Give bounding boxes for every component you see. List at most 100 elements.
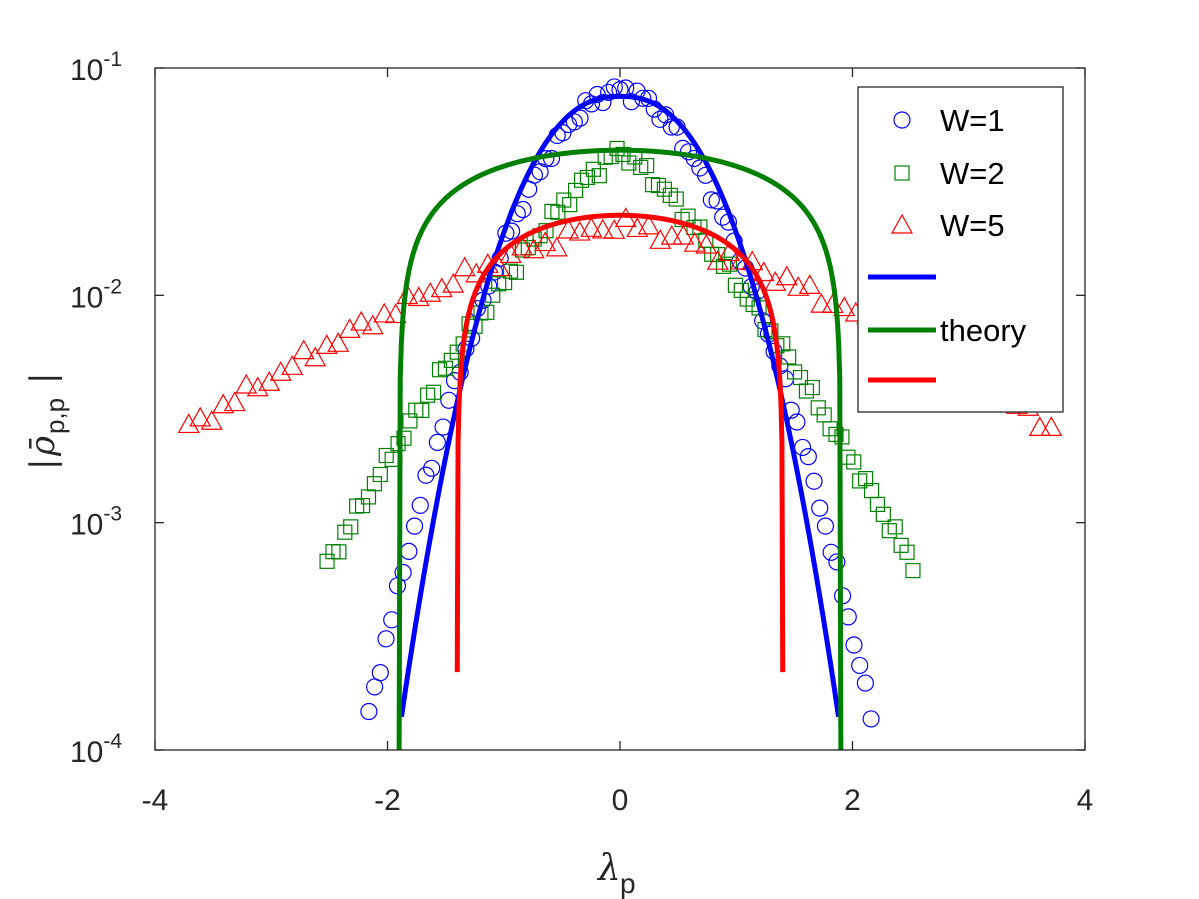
data-marker: [1040, 416, 1063, 436]
y-axis-bar-right: |: [23, 373, 63, 384]
legend-label: W=2: [940, 156, 1005, 191]
data-marker: [811, 499, 829, 517]
data-marker: [621, 155, 637, 171]
legend-entries: W=1 W=2 W=5 theory: [868, 103, 1027, 383]
legend-label: W=1: [940, 103, 1005, 138]
data-marker: [775, 265, 798, 286]
data-marker: [315, 334, 338, 355]
y-tick-label: 10-1: [70, 48, 122, 87]
series-theory: [396, 147, 844, 751]
data-marker: [319, 553, 335, 569]
data-marker: [338, 318, 361, 338]
data-marker: [568, 182, 584, 199]
data-marker: [799, 448, 817, 466]
data-marker: [649, 229, 672, 249]
data-marker: [840, 449, 856, 465]
data-marker: [1028, 416, 1051, 436]
data-marker: [235, 373, 258, 394]
data-marker: [304, 346, 327, 367]
data-marker: [189, 406, 212, 427]
legend-marker: [894, 165, 910, 181]
data-marker: [833, 296, 856, 317]
data-marker: [672, 224, 695, 245]
data-marker: [544, 203, 560, 220]
data-marker: [361, 314, 384, 335]
y-tick-label: 10-3: [70, 503, 122, 542]
series-line-3: [398, 93, 842, 718]
data-marker: [200, 410, 223, 430]
data-marker: [545, 236, 568, 257]
data-marker: [633, 159, 649, 176]
data-marker: [594, 93, 612, 112]
data-marker: [710, 246, 726, 263]
data-marker: [787, 276, 810, 296]
x-tick-label: 2: [844, 784, 861, 817]
data-marker: [580, 217, 603, 237]
data-marker: [377, 630, 395, 648]
data-marker: [573, 172, 590, 188]
data-marker: [905, 562, 921, 579]
data-marker: [869, 496, 886, 512]
data-marker: [862, 710, 880, 728]
legend-box: [857, 86, 1064, 413]
data-marker: [337, 524, 353, 540]
x-tick-label: 0: [612, 784, 629, 817]
plot-area: -4 -2 0 2 4 10-4 10-3 10-2 10-1: [70, 48, 1093, 817]
data-marker: [662, 187, 678, 204]
data-marker: [899, 544, 915, 560]
data-marker: [639, 158, 655, 174]
data-marker: [852, 473, 868, 489]
legend-marker: [890, 213, 914, 234]
data-marker: [394, 563, 412, 582]
data-marker: [407, 286, 430, 307]
data-marker: [246, 376, 269, 397]
data-marker: [764, 270, 787, 291]
data-marker: [881, 523, 897, 539]
theory-curve: [396, 147, 844, 751]
data-marker: [599, 83, 618, 102]
data-marker: [508, 264, 525, 280]
x-axis-subscript: p: [620, 868, 636, 899]
data-marker: [354, 498, 371, 514]
legend-entry: theory: [868, 313, 1027, 348]
legend-marker: [893, 111, 911, 129]
data-marker: [695, 233, 718, 254]
data-marker: [420, 387, 436, 403]
data-marker: [786, 364, 803, 380]
legend-label: theory: [940, 313, 1027, 348]
series-w-1: [360, 78, 880, 728]
data-marker: [177, 413, 200, 434]
data-marker: [366, 678, 384, 696]
data-marker: [534, 231, 557, 252]
data-marker: [739, 291, 755, 307]
data-marker: [805, 472, 823, 490]
x-tick-label: -2: [374, 784, 401, 817]
data-marker: [603, 219, 626, 239]
data-marker: [715, 258, 732, 274]
data-marker: [798, 274, 821, 294]
data-marker: [371, 664, 389, 682]
data-marker: [816, 517, 835, 535]
data-marker: [350, 310, 373, 331]
ticks-layer: -4 -2 0 2 4 10-4 10-3 10-2 10-1: [70, 48, 1093, 817]
data-marker: [411, 496, 429, 514]
data-marker: [660, 224, 683, 245]
data-marker: [644, 177, 661, 193]
data-marker: [656, 181, 672, 197]
y-axis-bar-left: |: [23, 459, 63, 470]
data-marker: [875, 506, 891, 522]
data-marker: [360, 702, 378, 721]
data-marker: [499, 243, 522, 263]
data-marker: [798, 383, 815, 399]
y-axis-symbol: ρ̄: [23, 436, 63, 457]
data-marker: [443, 352, 459, 368]
data-marker: [430, 277, 453, 298]
series-w-2: [319, 140, 921, 579]
data-marker: [781, 349, 797, 365]
data-marker: [668, 191, 684, 207]
data-marker: [402, 413, 418, 429]
data-marker: [419, 282, 442, 302]
data-marker: [396, 284, 419, 305]
data-marker: [858, 470, 874, 487]
